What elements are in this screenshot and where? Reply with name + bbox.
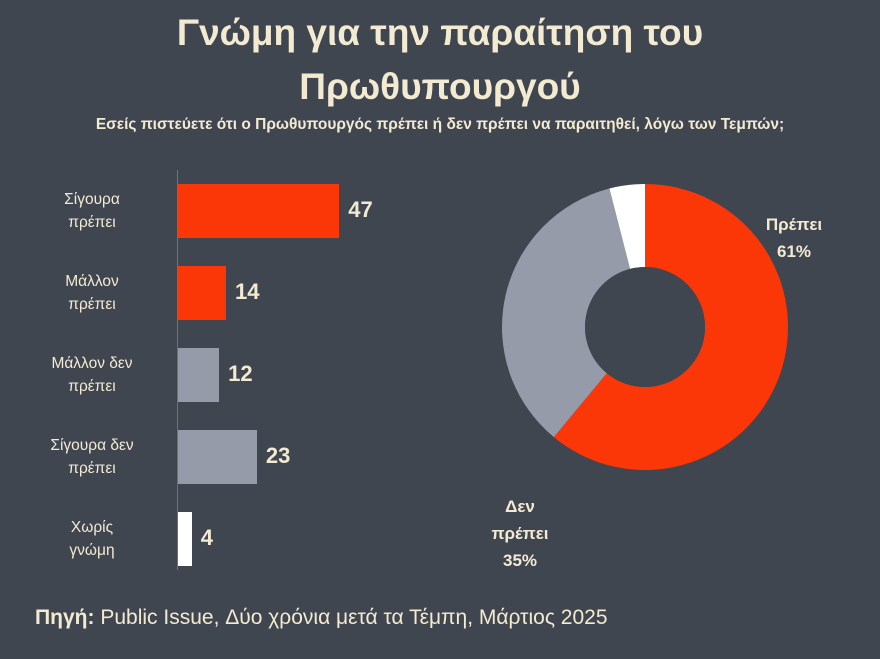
bar-category-label-1: Μάλλον πρέπει [14,270,170,316]
bar-category-line: πρέπει [68,378,116,395]
chart-title: Γνώμη για την παραίτηση του Πρωθυπουργού [0,6,880,114]
donut-label-0-line-0: Πρέπει [766,215,823,234]
bar-category-line: γνώμη [69,542,115,559]
bar-value-label-1: 14 [235,279,260,304]
donut-slice-1 [502,188,631,438]
bar-category-line: Μάλλον [65,273,119,290]
bar-value-label-2: 12 [228,361,253,386]
source-note: Πηγή: Public Issue, Δύο χρόνια μετά τα Τ… [35,606,608,630]
bar-4 [178,512,192,566]
bar-axis-line [177,170,178,570]
bar-1 [178,266,227,320]
bar-category-label-0: Σίγουρα πρέπει [14,188,170,234]
bar-value-label-4: 4 [200,525,213,550]
donut-label-1-line-2: 35% [503,551,537,570]
bar-2 [178,348,220,402]
bar-category-line: Σίγουρα δεν [50,437,134,454]
chart-subtitle: Εσείς πιστεύετε ότι ο Πρωθυπουργός πρέπε… [95,116,785,133]
bar-0 [178,184,340,238]
bar-category-line: πρέπει [68,214,116,231]
donut-label-1-line-1: πρέπει [491,524,548,543]
title-line-2: Πρωθυπουργού [299,66,581,107]
bar-category-line: Μάλλον δεν [51,355,133,372]
bar-category-line: Χωρίς [70,519,114,536]
bar-category-label-4: Χωρίς γνώμη [14,516,170,562]
bar-category-line: πρέπει [68,296,116,313]
bar-category-line: πρέπει [68,460,116,477]
source-text: Public Issue, Δύο χρόνια μετά τα Τέμπη, … [100,606,608,629]
donut-slice-2 [609,184,645,269]
donut-slice-0 [553,184,789,470]
donut-chart: Πρέπει 61% Δεν πρέπει 35% [491,184,823,570]
donut-label-0-line-1: 61% [777,242,811,261]
bar-value-label-0: 47 [348,197,373,222]
bar-chart: 47 Σίγουρα πρέπει 14 Μάλλον πρέπει 12 Μάλλον δε… [0,170,440,580]
bar-value-label-3: 23 [265,443,291,468]
bar-category-line: Σίγουρα [64,191,120,208]
donut-label-1-line-0: Δεν [505,497,535,516]
bar-3 [178,430,257,484]
title-line-1: Γνώμη για την παραίτηση του [176,12,704,53]
bar-category-label-3: Σίγουρα δεν πρέπει [14,434,170,480]
bar-category-label-2: Μάλλον δεν πρέπει [14,352,170,398]
source-label: Πηγή: [35,606,95,629]
donut-hole [585,267,705,387]
